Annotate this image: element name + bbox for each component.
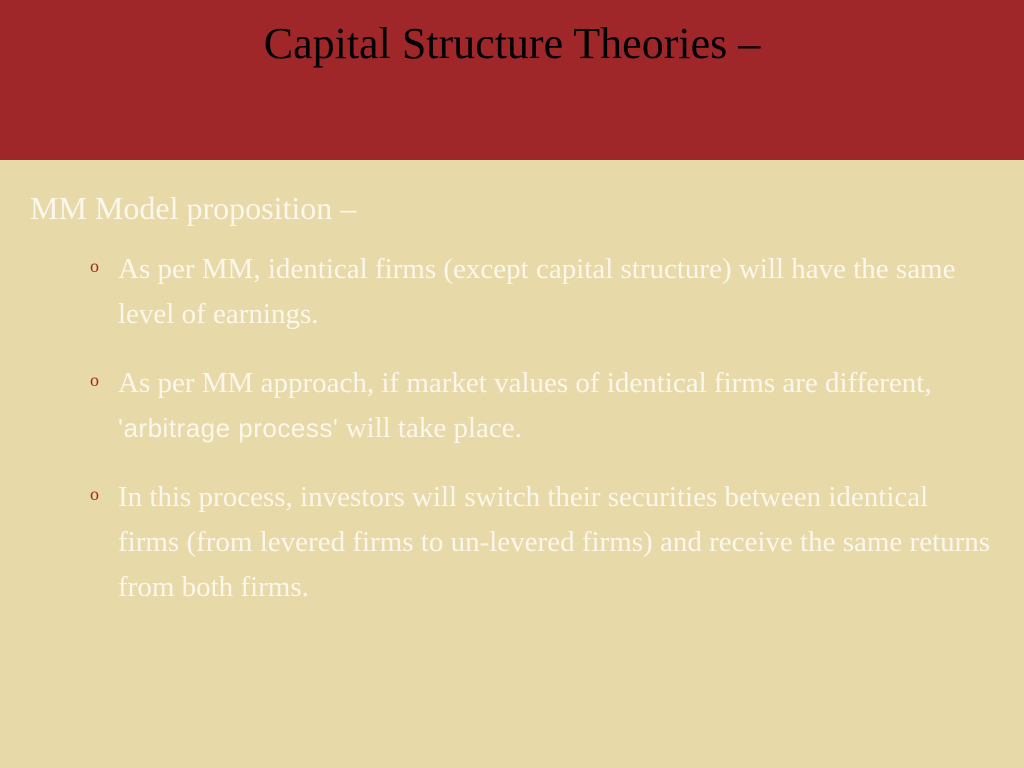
bullet-marker-icon: o <box>90 481 99 509</box>
subheading: MM Model proposition – <box>30 190 994 227</box>
bullet-text-post: will take place. <box>338 412 522 444</box>
slide-title: Capital Structure Theories – <box>0 18 1024 69</box>
bullet-text-pre: As per MM, identical firms (except capit… <box>118 253 956 330</box>
list-item: o As per MM, identical firms (except cap… <box>90 247 994 337</box>
slide-header: Capital Structure Theories – <box>0 0 1024 160</box>
bullet-text-pre: In this process, investors will switch t… <box>118 481 990 603</box>
slide-content: MM Model proposition – o As per MM, iden… <box>0 160 1024 610</box>
bullet-text-pre: As per MM approach, if market values of … <box>118 367 932 399</box>
bullet-text-emph: 'arbitrage process' <box>118 413 338 443</box>
list-item: o As per MM approach, if market values o… <box>90 361 994 451</box>
bullet-list: o As per MM, identical firms (except cap… <box>30 247 994 610</box>
bullet-marker-icon: o <box>90 367 99 395</box>
list-item: o In this process, investors will switch… <box>90 475 994 610</box>
bullet-marker-icon: o <box>90 253 99 281</box>
